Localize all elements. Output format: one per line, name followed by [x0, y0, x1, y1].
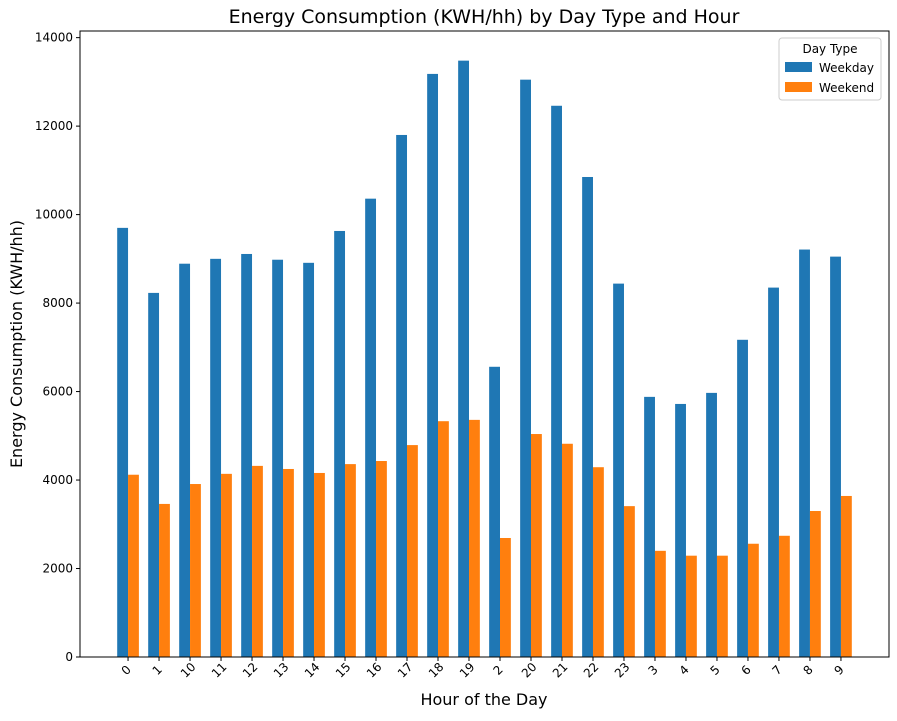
bar: [179, 263, 191, 657]
legend-swatch: [785, 62, 812, 72]
bar: [623, 506, 635, 657]
x-tick-label: 16: [364, 660, 385, 681]
bar: [407, 445, 418, 657]
bar: [303, 262, 315, 657]
x-tick-label: 2: [491, 663, 506, 678]
bar: [128, 474, 139, 657]
bar: [427, 73, 439, 657]
bar: [396, 134, 408, 657]
y-tick-label: 0: [65, 650, 73, 664]
bar: [252, 465, 263, 657]
bar: [530, 434, 542, 657]
y-axis-label: Energy Consumption (KWH/hh): [7, 220, 26, 468]
bar: [582, 176, 593, 658]
bar: [469, 419, 480, 657]
bar: [768, 287, 779, 657]
bar: [737, 339, 748, 657]
y-tick-label: 10000: [35, 208, 73, 222]
x-tick-label: 4: [676, 663, 691, 678]
plot-frame: [79, 30, 890, 658]
bar: [272, 259, 284, 657]
bar: [840, 495, 852, 657]
bar: [148, 292, 160, 657]
x-tick-label: 13: [271, 660, 292, 681]
bar: [314, 472, 325, 657]
bar: [613, 283, 624, 657]
x-axis-label: Hour of the Day: [420, 690, 547, 709]
bar: [345, 464, 356, 657]
x-tick-label: 3: [645, 663, 660, 678]
legend-label: Weekday: [819, 61, 874, 75]
x-tick-label: 23: [612, 660, 633, 681]
bar: [747, 543, 759, 657]
bar: [159, 503, 170, 657]
x-tick-label: 19: [457, 660, 478, 681]
y-tick-label: 12000: [35, 119, 73, 133]
x-tick-label: 11: [209, 660, 230, 681]
x-tick-label: 21: [550, 660, 571, 681]
x-tick-label: 14: [302, 660, 323, 681]
x-tick-label: 22: [581, 660, 602, 681]
bar: [334, 230, 346, 658]
x-tick-label: 10: [178, 660, 199, 681]
x-tick-label: 18: [426, 660, 447, 681]
bar: [706, 392, 717, 657]
y-tick-label: 8000: [42, 296, 73, 310]
bar: [489, 366, 500, 657]
bar: [283, 468, 294, 657]
bar: [117, 227, 129, 657]
bar: [499, 537, 511, 657]
bar: [438, 421, 449, 657]
bar: [654, 550, 666, 657]
bar: [716, 555, 728, 657]
bar: [778, 535, 790, 657]
y-tick-label: 14000: [35, 31, 73, 45]
bar: [376, 461, 387, 657]
x-tick-label: 8: [800, 663, 815, 678]
bar: [644, 396, 655, 657]
x-tick-label: 6: [738, 663, 753, 678]
y-tick-label: 4000: [42, 473, 73, 487]
x-tick-label: 1: [150, 663, 165, 678]
y-tick-label: 6000: [42, 385, 73, 399]
bar: [561, 443, 573, 657]
bar: [210, 258, 222, 657]
bar: [675, 403, 686, 657]
x-tick-label: 15: [333, 660, 354, 681]
bar: [799, 249, 810, 657]
bar: [520, 79, 531, 658]
x-tick-label: 0: [119, 663, 134, 678]
x-tick-label: 12: [240, 660, 261, 681]
legend-swatch: [785, 82, 812, 92]
bar: [221, 473, 232, 657]
x-tick-label: 9: [831, 663, 846, 678]
bar: [592, 467, 604, 657]
y-tick-label: 2000: [42, 562, 73, 576]
bar: [365, 198, 377, 658]
bar: [458, 60, 470, 657]
bar: [551, 105, 562, 658]
bar: [190, 484, 201, 657]
x-tick-label: 17: [395, 660, 416, 681]
bar: [241, 253, 253, 658]
bar: [809, 511, 821, 657]
chart-title: Energy Consumption (KWH/hh) by Day Type …: [229, 6, 740, 28]
x-tick-label: 5: [707, 663, 722, 678]
legend-title: Day Type: [802, 42, 857, 56]
bar: [685, 555, 697, 657]
x-tick-label: 7: [769, 663, 784, 678]
legend-label: Weekend: [819, 81, 874, 95]
bar: [830, 256, 841, 657]
x-tick-label: 20: [519, 660, 540, 681]
